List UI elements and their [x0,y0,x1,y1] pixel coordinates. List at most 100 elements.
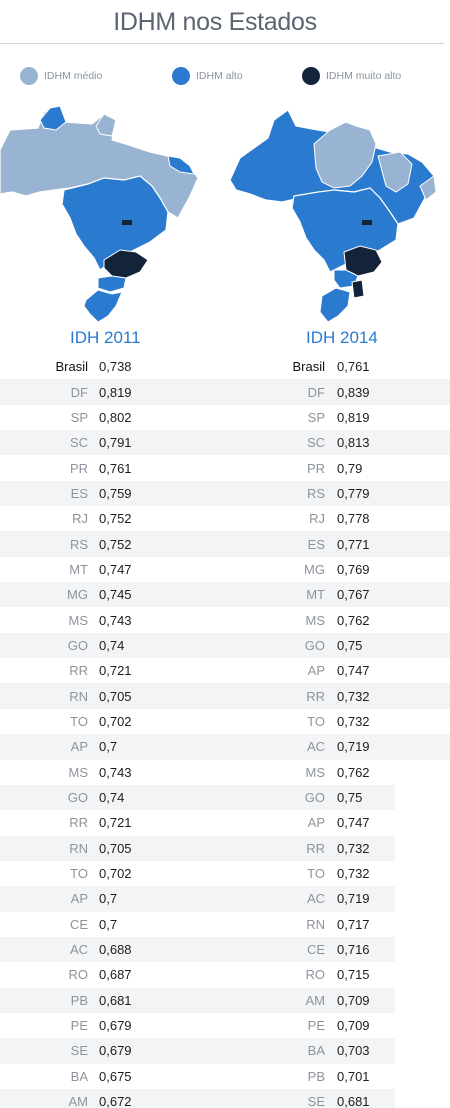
state-2014: RO [305,967,326,983]
value-2011: 0,721 [99,663,132,679]
legend-label-medio: IDHM médio [44,70,103,82]
value-2014: 0,719 [337,739,370,755]
value-2014: 0,779 [337,485,370,501]
value-2011: 0,721 [99,815,132,831]
value-2014: 0,75 [337,790,363,806]
table-row: PR 0,761 PR 0,79 [0,455,450,480]
column-title-2014: IDH 2014 [306,328,378,347]
value-2011: 0,681 [99,992,132,1008]
state-2014: TO [307,713,325,729]
state-2014: MS [305,764,326,780]
state-2014: Brasil [292,359,325,375]
brazil-map-2014 [229,109,437,323]
page-title: IDHM nos Estados [113,8,317,36]
state-2014: PR [306,460,325,476]
table-row: GO 0,74 GO 0,75 [0,632,450,659]
map-2014-rs-alto [319,287,351,323]
value-2011: 0,791 [99,435,132,451]
state-2014: AP [307,663,325,679]
table-row: GO 0,74 GO 0,75 [0,784,450,811]
value-2011: 0,702 [99,713,132,729]
table-row: RR 0,721 AP 0,747 [0,810,450,835]
value-2011: 0,759 [99,485,132,501]
legend-dot-alto [172,67,190,85]
table-row: TO 0,702 TO 0,732 [0,861,450,886]
state-2011: RO [68,967,89,983]
state-2014: MT [306,587,325,603]
legend-dot-medio [20,67,38,85]
state-2011: AP [70,891,88,907]
table-row: MS 0,743 MS 0,762 [0,760,450,785]
state-2014: SC [306,435,325,451]
value-2014: 0,732 [337,866,370,882]
value-2014: 0,709 [337,992,370,1008]
state-2011: AP [70,739,88,755]
value-2014: 0,813 [337,435,370,451]
state-2011: SC [69,435,88,451]
value-2014: 0,767 [337,587,370,603]
state-2014: AC [306,891,325,907]
value-2014: 0,747 [337,815,370,831]
value-2011: 0,738 [99,359,132,375]
state-2011: MS [68,764,89,780]
table-row: Brasil 0,738 Brasil 0,761 [0,354,450,379]
table-row: MS 0,743 MS 0,762 [0,607,450,632]
map-2011-sp-muito-alto [103,249,149,279]
legend-label-alto: IDHM alto [196,70,243,82]
state-2011: DF [70,384,88,400]
value-2011: 0,679 [99,1018,132,1034]
value-2014: 0,819 [337,409,370,425]
map-2011-df-muito-alto [122,220,132,225]
value-2011: 0,761 [99,460,132,476]
map-2014-pa-medio [313,121,377,189]
map-2011-center-alto [61,175,169,271]
map-2011-north-medio [0,105,199,219]
map-2011-pr-alto [97,275,127,293]
value-2014: 0,715 [337,967,370,983]
brazil-maps [0,105,437,323]
table-row: SC 0,791 SC 0,813 [0,430,450,456]
state-2014: MS [305,612,326,628]
table-row: SE 0,679 BA 0,703 [0,1038,450,1064]
state-2011: GO [67,637,88,653]
value-2014: 0,771 [337,536,370,552]
legend-dot-muito-alto [302,67,320,85]
state-2014: RS [306,485,325,501]
state-2014: GO [304,790,325,806]
map-2011-south-alto [83,289,123,323]
state-2011: Brasil [55,359,88,375]
table-row: PB 0,681 AM 0,709 [0,987,450,1013]
table-row: BA 0,675 PB 0,701 [0,1064,450,1089]
state-2011: RN [69,688,88,704]
value-2011: 0,747 [99,561,132,577]
value-2014: 0,747 [337,663,370,679]
state-2014: SE [307,1094,325,1108]
legend-item-alto: IDHM alto [172,66,243,86]
value-2014: 0,762 [337,612,370,628]
value-2014: 0,703 [337,1043,370,1059]
value-2011: 0,7 [99,739,118,755]
legend: IDHM médio IDHM alto IDHM muito alto [0,66,450,86]
table-row: AM 0,672 SE 0,681 [0,1088,450,1108]
value-2011: 0,74 [99,637,125,653]
state-2011: SP [70,409,88,425]
value-2011: 0,675 [99,1068,132,1084]
value-2014: 0,732 [337,688,370,704]
value-2014: 0,701 [337,1068,370,1084]
value-2014: 0,839 [337,384,370,400]
value-2011: 0,705 [99,840,132,856]
table-row: RN 0,705 RR 0,732 [0,683,450,709]
title-divider [0,43,444,44]
value-2011: 0,7 [99,891,118,907]
value-2011: 0,74 [99,790,125,806]
map-2014-ne-medio [377,151,413,193]
state-2011: PR [69,460,88,476]
state-2011: AM [68,1094,89,1108]
value-2014: 0,761 [337,359,370,375]
state-2011: AC [69,942,88,958]
state-2014: AP [307,815,325,831]
legend-item-muito-alto: IDHM muito alto [302,66,401,86]
table-row: MG 0,745 MT 0,767 [0,582,450,608]
table-row: RJ 0,752 RJ 0,778 [0,506,450,531]
value-2011: 0,819 [99,384,132,400]
